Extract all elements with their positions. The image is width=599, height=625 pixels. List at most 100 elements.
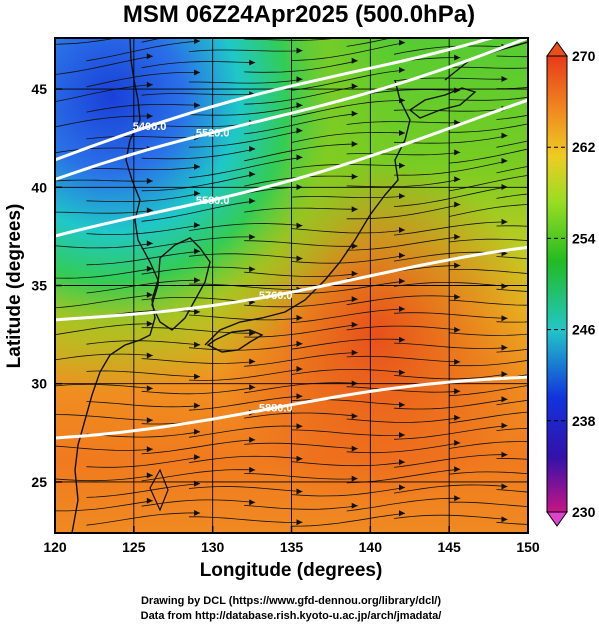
streamline-arrow [194, 248, 201, 255]
x-tick-label: 120 [43, 539, 67, 555]
streamline-arrow [501, 371, 508, 378]
streamline [244, 38, 342, 41]
streamline [188, 253, 303, 259]
streamline-arrow [501, 344, 508, 351]
x-tick-label: 145 [437, 539, 461, 555]
streamline-arrow [454, 233, 461, 240]
streamline [346, 386, 461, 393]
streamline [346, 38, 393, 47]
streamline-arrow [351, 243, 358, 250]
streamline-arrow [296, 423, 303, 430]
streamline [346, 152, 461, 156]
streamline-arrow [194, 341, 201, 348]
streamline-arrow [351, 349, 358, 356]
streamline-arrow [454, 495, 461, 502]
streamline-arrow [399, 336, 405, 343]
streamline-arrow [399, 459, 405, 466]
streamline-arrow [296, 47, 303, 54]
streamline [141, 236, 256, 250]
streamline [496, 55, 528, 58]
streamline [291, 100, 406, 118]
streamline-arrow [249, 234, 256, 240]
streamline-arrow [194, 38, 201, 45]
streamline [496, 399, 528, 406]
streamline [188, 314, 303, 321]
streamline [86, 136, 201, 140]
streamline-arrow [194, 102, 201, 109]
streamline [141, 469, 256, 482]
contour-label: 5760.0 [259, 290, 293, 302]
streamline-arrow [351, 206, 358, 213]
streamline-arrow [146, 81, 153, 88]
streamline-arrow [399, 484, 405, 491]
contour-line [55, 38, 497, 162]
streamline-arrow [146, 352, 153, 359]
streamline [244, 240, 358, 247]
streamline [393, 342, 508, 349]
streamline-arrow [501, 516, 508, 523]
streamline-arrow [146, 240, 153, 247]
streamline-arrow [351, 413, 358, 420]
streamline-arrow [501, 451, 508, 458]
streamline-arrow [194, 454, 201, 461]
streamline [86, 103, 201, 113]
streamline [346, 442, 461, 454]
streamline [86, 401, 201, 408]
streamline [55, 38, 119, 45]
streamline [496, 348, 528, 353]
streamline [449, 501, 528, 508]
streamline [141, 93, 256, 96]
streamline [188, 157, 303, 179]
streamline [244, 504, 358, 510]
streamline [188, 223, 303, 231]
streamline [496, 225, 528, 227]
streamline [496, 166, 528, 174]
streamline [244, 442, 358, 449]
streamline-arrow [249, 466, 256, 473]
streamline [141, 200, 256, 222]
streamline [449, 148, 528, 164]
streamline-arrow [147, 27, 153, 33]
streamline [449, 123, 528, 133]
streamline-arrow [399, 67, 405, 73]
streamline [244, 207, 358, 213]
streamline-arrow [194, 190, 201, 197]
streamline [188, 283, 303, 291]
streamline [449, 332, 528, 336]
streamline [496, 489, 528, 493]
streamline-arrow [454, 262, 461, 269]
x-axis-label: Longitude (degrees) [200, 560, 383, 581]
colorbar-lower-arrow [546, 511, 568, 527]
streamline-arrow [296, 76, 303, 83]
streamline-arrow [351, 445, 358, 452]
streamline [141, 499, 256, 507]
streamline [86, 456, 201, 468]
x-tick-label: 140 [359, 539, 383, 555]
streamline [291, 42, 406, 61]
streamline [346, 236, 461, 251]
streamline [496, 256, 528, 260]
streamline-arrow [399, 39, 405, 46]
contour-label: 5580.0 [196, 195, 230, 207]
chart-title: MSM 06Z24Apr2025 (500.0hPa) [123, 1, 475, 28]
streamline-arrow [146, 472, 153, 479]
streamline [141, 358, 256, 364]
streamline [141, 148, 256, 160]
streamline [393, 45, 508, 55]
streamline-arrow [194, 222, 201, 229]
streamline [141, 173, 256, 192]
streamline [449, 411, 528, 424]
x-tick-label: 150 [516, 539, 540, 555]
streamline [86, 512, 201, 526]
streamline [393, 425, 508, 440]
streamline-arrow [454, 358, 461, 365]
height-contours: 5400.0 5520.0 5580.0 5760.0 5880.0 [55, 38, 528, 440]
streamline [244, 352, 358, 367]
streamline-arrow [351, 173, 358, 180]
streamline-arrow [146, 417, 153, 424]
streamline-arrow [399, 130, 405, 136]
streamline-arrow [296, 519, 303, 526]
contour-line [55, 38, 528, 181]
streamline-arrow [146, 291, 153, 298]
streamline-arrow [146, 53, 153, 60]
